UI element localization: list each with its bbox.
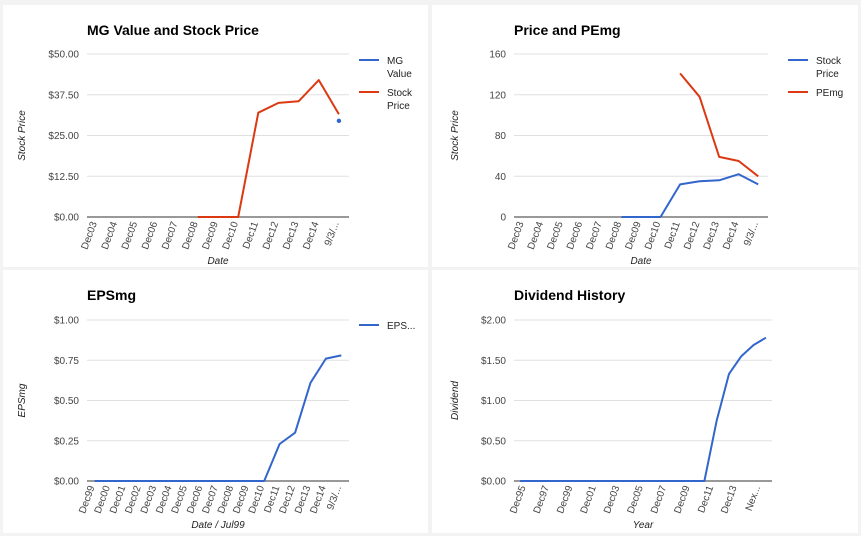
y-tick-label: $1.00 <box>481 396 506 407</box>
y-tick-label: $50.00 <box>48 50 79 61</box>
x-tick-label: Dec13 <box>702 220 722 251</box>
y-tick-label: 120 <box>489 90 506 101</box>
x-tick-label: Dec08 <box>180 220 200 251</box>
chart-title: Price and PEmg <box>514 22 621 38</box>
y-tick-label: $0.00 <box>481 477 506 488</box>
x-tick-label: Dec03 <box>80 220 100 251</box>
x-axis-title: Date / Jul99 <box>191 520 245 531</box>
x-tick-label: 9/3/... <box>742 220 761 247</box>
y-tick-label: $0.25 <box>54 436 79 447</box>
y-tick-label: $0.50 <box>54 396 79 407</box>
y-axis-title: Stock Price <box>450 110 461 161</box>
x-tick-label: Dec09 <box>673 484 693 515</box>
x-tick-label: Dec11 <box>696 484 716 515</box>
x-tick-label: Dec14 <box>301 220 321 251</box>
x-tick-label: Dec05 <box>120 220 140 251</box>
x-tick-label: Dec12 <box>682 220 702 251</box>
x-tick-label: Dec05 <box>545 220 565 251</box>
chart-title: MG Value and Stock Price <box>87 22 259 38</box>
x-tick-label: Dec06 <box>565 220 585 251</box>
x-tick-label: Nex... <box>744 484 763 512</box>
series-line <box>197 79 340 218</box>
x-tick-label: Dec14 <box>721 220 741 251</box>
series-line <box>94 354 342 482</box>
x-axis-title: Date <box>207 256 229 267</box>
y-tick-label: $1.50 <box>481 356 506 367</box>
x-tick-label: 9/3/... <box>323 220 342 247</box>
x-tick-label: Dec01 <box>579 484 599 515</box>
legend-label: Stock <box>387 88 413 99</box>
chart-panel-epsmg: EPSmg $0.00 $0.25 $0.50 $0.75 $1.00 Dec99 Dec00… <box>3 270 428 533</box>
y-axis-title: Dividend <box>450 381 461 420</box>
chart-title: Dividend History <box>514 287 625 303</box>
series-line <box>679 72 759 178</box>
chart-svg: Price and PEmg 0 40 80 120 160 Dec03 Dec04 Dec05… <box>450 22 843 267</box>
x-tick-label: Dec06 <box>140 220 160 251</box>
x-tick-label: Dec09 <box>624 220 644 251</box>
series-line <box>520 336 767 482</box>
x-tick-label: Dec95 <box>508 484 528 515</box>
chart-panel-price-pemg: Price and PEmg 0 40 80 120 160 Dec03 Dec04 Dec05… <box>432 5 858 267</box>
series-line <box>621 173 759 218</box>
y-tick-label: $37.50 <box>48 90 79 101</box>
chart-panel-dividend-history: Dividend History $0.00 $0.50 $1.00 $1.50 $2.0… <box>432 270 858 533</box>
x-tick-label: Dec07 <box>160 220 180 251</box>
x-tick-label: Dec03 <box>602 484 622 515</box>
chart-svg: EPSmg$0.00$0.25$0.50$0.75$1.00Dec99Dec00… <box>17 287 415 531</box>
x-tick-label: Dec10 <box>221 220 241 251</box>
y-tick-label: 80 <box>495 131 507 142</box>
x-tick-label: Dec99 <box>555 484 575 515</box>
x-axis-title: Year <box>633 520 654 531</box>
x-tick-label: Dec13 <box>719 484 739 515</box>
legend-label: Price <box>387 101 410 112</box>
x-tick-label: Dec08 <box>604 220 624 251</box>
x-tick-label: Dec07 <box>585 220 605 251</box>
legend-label: Value <box>387 69 412 80</box>
y-tick-label: 40 <box>495 172 507 183</box>
x-tick-label: Dec04 <box>100 220 120 251</box>
legend-label: PEmg <box>816 88 843 99</box>
x-tick-label: Dec05 <box>626 484 646 515</box>
legend-label: Price <box>816 69 839 80</box>
x-tick-label: Dec03 <box>506 220 526 251</box>
x-tick-label: Dec11 <box>663 220 683 251</box>
y-tick-label: $0.00 <box>54 213 79 224</box>
legend-label: Stock <box>816 56 842 67</box>
y-tick-label: $1.00 <box>54 316 79 327</box>
y-axis-title: Stock Price <box>17 110 28 161</box>
legend-label: MG <box>387 56 403 67</box>
x-tick-label: Dec12 <box>261 220 281 251</box>
y-tick-label: $0.00 <box>54 477 79 488</box>
y-axis-title: EPSmg <box>17 383 28 417</box>
legend-label: EPS... <box>387 321 415 332</box>
y-tick-label: $0.50 <box>481 436 506 447</box>
data-point <box>336 118 342 124</box>
x-tick-label: Dec04 <box>526 220 546 251</box>
x-tick-label: Dec07 <box>649 484 669 515</box>
x-tick-label: Dec11 <box>241 220 261 251</box>
y-tick-label: 0 <box>500 213 506 224</box>
y-tick-label: $25.00 <box>48 131 79 142</box>
x-tick-label: Dec09 <box>201 220 221 251</box>
y-tick-label: $0.75 <box>54 356 79 367</box>
x-tick-label: Dec97 <box>532 484 552 515</box>
x-axis-title: Date <box>630 256 652 267</box>
y-tick-label: $12.50 <box>48 172 79 183</box>
chart-title: EPSmg <box>87 287 136 303</box>
y-tick-label: $2.00 <box>481 316 506 327</box>
x-tick-label: Dec10 <box>643 220 663 251</box>
y-tick-label: 160 <box>489 50 506 61</box>
chart-svg: Dividend History $0.00 $0.50 $1.00 $1.50 $2.0… <box>450 287 772 531</box>
chart-svg: MG Value and Stock Price $0.00 $12.50 $25.0… <box>17 22 413 267</box>
x-tick-label: Dec13 <box>281 220 301 251</box>
chart-panel-mg-value: MG Value and Stock Price $0.00 $12.50 $25.0… <box>3 5 428 267</box>
